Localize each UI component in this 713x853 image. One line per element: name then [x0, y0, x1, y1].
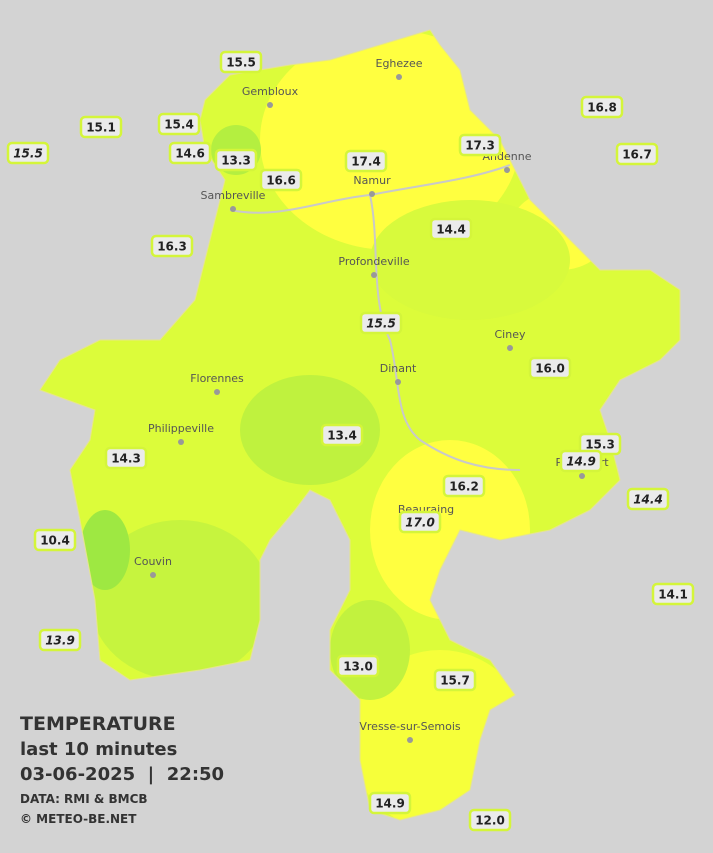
station-box: [79, 115, 123, 139]
station-temp: 15.3: [585, 438, 615, 452]
station-temp: 16.0: [535, 362, 565, 376]
city-label: Couvin: [134, 555, 172, 568]
city-dot: [178, 439, 184, 445]
city-label: Profondeville: [338, 255, 409, 268]
city-dot: [507, 345, 513, 351]
city-label: Ciney: [495, 328, 526, 341]
station-box: [626, 487, 670, 511]
station-temp: 15.5: [226, 56, 256, 70]
station-temp: 14.1: [658, 588, 688, 602]
city-label: Sambreville: [201, 189, 266, 202]
station-box: [33, 528, 77, 552]
station-box: [6, 141, 50, 165]
station-temp: 16.6: [266, 174, 296, 188]
period: last 10 minutes: [20, 739, 177, 760]
station-temp: 15.5: [366, 317, 396, 331]
station-box: [320, 423, 364, 447]
station-box: [168, 141, 212, 165]
city-label: Eghezee: [376, 57, 423, 70]
station-temp: 13.3: [221, 154, 251, 168]
station-box: [468, 808, 512, 832]
city-dot: [395, 379, 401, 385]
station-box: [651, 582, 695, 606]
station-box: [219, 50, 263, 74]
city-dot: [396, 74, 402, 80]
station-box: [528, 356, 572, 380]
city-dot: [150, 572, 156, 578]
city-dot: [214, 389, 220, 395]
station-box: [442, 474, 486, 498]
city-label: Florennes: [190, 372, 244, 385]
station-box: [359, 311, 403, 335]
city-label: Gembloux: [242, 85, 299, 98]
credit: © METEO-BE.NET: [20, 812, 137, 826]
station-box: [344, 149, 388, 173]
city-dot: [504, 167, 510, 173]
station-box: [150, 234, 194, 258]
city-dot: [267, 102, 273, 108]
station-box: [615, 142, 659, 166]
station-temp: 17.3: [465, 139, 495, 153]
station-temp: 16.2: [449, 480, 479, 494]
station-box: [259, 168, 303, 192]
station-temp: 17.4: [351, 155, 381, 169]
station-box: [433, 668, 477, 692]
station-temp: 13.9: [45, 634, 75, 648]
station-temp: 14.9: [375, 797, 405, 811]
station-box: [214, 148, 258, 172]
city-dot: [407, 737, 413, 743]
station-box: [157, 112, 201, 136]
station-temp: 16.7: [622, 148, 652, 162]
station-temp: 10.4: [40, 534, 70, 548]
city-label: Vresse-sur-Semois: [359, 720, 461, 733]
station-temp: 14.4: [436, 223, 466, 237]
station-box: [38, 628, 82, 652]
station-temp: 12.0: [475, 814, 505, 828]
station-temp: 14.4: [633, 493, 663, 507]
stations: 15.5 15.1 15.5 15.4 14.6 13.3 16.6 17.4 17.3 16.8…: [6, 50, 695, 832]
station-box: [368, 791, 412, 815]
city-dot: [579, 473, 585, 479]
station-temp: 13.4: [327, 429, 357, 443]
city-label: Philippeville: [148, 422, 214, 435]
station-box: [559, 449, 603, 473]
station-temp: 15.4: [164, 118, 194, 132]
station-box: [398, 510, 442, 534]
station-box: [104, 446, 148, 470]
station-box: [458, 133, 502, 157]
city-label: Dinant: [380, 362, 417, 375]
station-temp: 15.7: [440, 674, 470, 688]
city-dot: [369, 191, 375, 197]
station-temp: 16.8: [587, 101, 617, 115]
station-temp: 15.1: [86, 121, 116, 135]
title: TEMPERATURE: [20, 713, 176, 735]
city-label: Namur: [353, 174, 391, 187]
station-temp: 15.5: [13, 147, 43, 161]
station-box: [429, 217, 473, 241]
city-dot: [230, 206, 236, 212]
station-box: [336, 654, 380, 678]
station-temp: 14.3: [111, 452, 141, 466]
station-temp: 14.6: [175, 147, 205, 161]
station-temp: 14.9: [566, 455, 596, 469]
source: DATA: RMI & BMCB: [20, 792, 148, 806]
station-box: [580, 95, 624, 119]
station-temp: 16.3: [157, 240, 187, 254]
city-dot: [371, 272, 377, 278]
station-temp: 13.0: [343, 660, 373, 674]
datetime: 03-06-2025 | 22:50: [20, 764, 224, 785]
station-temp: 17.0: [405, 516, 435, 530]
